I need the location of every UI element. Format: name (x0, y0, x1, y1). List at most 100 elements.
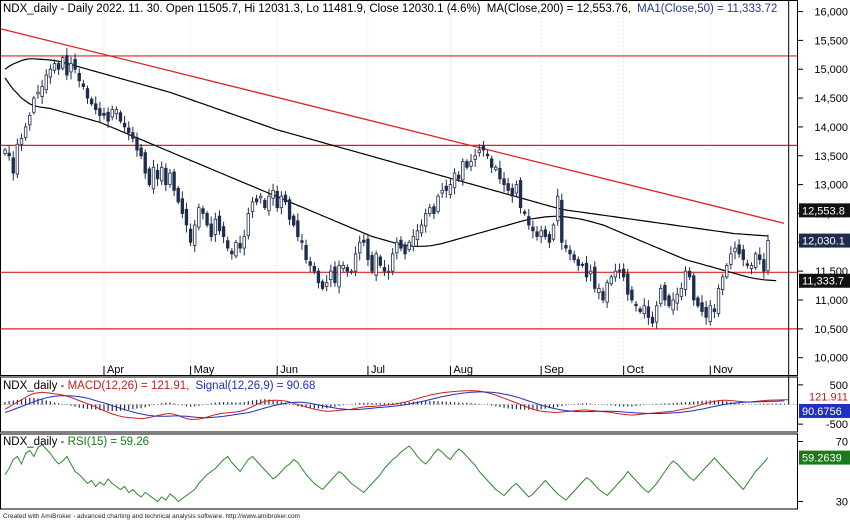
candle-up (213, 218, 218, 235)
candle-down (506, 183, 510, 191)
candle-up (473, 155, 477, 160)
candle-down (403, 244, 407, 255)
price-tick-label: 14,000 (814, 122, 848, 134)
candle-up (679, 288, 684, 297)
candle-down (287, 199, 292, 220)
month-label: Aug (453, 364, 473, 376)
candle-down (221, 226, 226, 237)
candle-up (407, 241, 411, 251)
candle-up (44, 74, 48, 91)
candle-up (110, 109, 114, 118)
candle-up (325, 282, 329, 287)
candle-down (65, 55, 69, 76)
candle-up (32, 97, 36, 113)
rsi-line (4, 443, 769, 503)
candle-up (448, 184, 453, 195)
candle-down (378, 256, 382, 266)
price-tick-label: 10,500 (814, 324, 848, 336)
candle-down (663, 284, 667, 301)
candle-down (518, 180, 523, 209)
price-tick-label: 13,000 (814, 180, 848, 192)
candle-down (543, 229, 547, 237)
candle-down (209, 223, 213, 237)
candle-down (481, 145, 486, 151)
rsi-label: RSI(15) = 59.26 (68, 436, 150, 448)
candle-up (749, 264, 754, 269)
candle-up (114, 109, 119, 115)
rsi-indicator: 70 30 59.2639 (4, 434, 850, 509)
candle-up (424, 213, 428, 227)
candle-up (69, 63, 73, 73)
candle-up (494, 166, 498, 170)
candle-up (642, 305, 646, 315)
rsi-tick-label: 30 (836, 497, 848, 509)
candle-down (275, 191, 279, 209)
price-tick-label: 13,500 (814, 151, 848, 163)
candle-up (708, 305, 712, 322)
candle-up (259, 195, 263, 199)
candle-down (118, 112, 123, 122)
svg-text:NDX_daily - Daily 2022. 11. 30: NDX_daily - Daily 2022. 11. 30. Open 115… (3, 3, 777, 15)
month-axis: Apr May Jun Jul Aug Sep Oct Nov (103, 364, 733, 376)
svg-text:NDX_daily - MACD(12,26) =: NDX_daily - MACD(12,26) = 121.91, Signal… (3, 380, 315, 392)
candle-up (729, 253, 733, 265)
candle-down (692, 275, 696, 301)
candle-up (428, 207, 432, 214)
candle-down (77, 72, 81, 82)
candle-down (601, 291, 605, 301)
candle-down (584, 262, 589, 278)
candle-up (716, 288, 721, 315)
candle-down (85, 88, 90, 99)
candle-down (646, 306, 651, 318)
candle-up (452, 172, 457, 189)
candles (3, 48, 770, 329)
candle-up (419, 224, 424, 234)
price-tick-label: 16,000 (814, 7, 848, 19)
candle-down (98, 108, 102, 116)
candle-up (267, 195, 271, 212)
candle-down (510, 187, 514, 197)
candle-up (411, 236, 415, 247)
rsi-tick-label: 70 (836, 437, 848, 449)
candle-down (580, 263, 585, 266)
price-tick-label: 11,000 (815, 295, 848, 307)
candle-down (205, 213, 209, 226)
candle-down (139, 147, 143, 157)
candle-down (180, 198, 185, 214)
candle-down (696, 297, 700, 307)
month-label: Nov (713, 364, 733, 376)
candle-down (617, 269, 622, 272)
candle-down (737, 244, 741, 255)
value-label-close-bg (799, 233, 850, 248)
candle-down (308, 261, 312, 266)
candle-down (238, 242, 242, 249)
candle-up (197, 207, 201, 228)
candle-down (304, 245, 308, 261)
candle-up (551, 224, 556, 240)
candle-up (353, 253, 358, 272)
macd-value-bg (799, 389, 850, 403)
candle-up (436, 195, 440, 212)
ma200-line (4, 58, 769, 237)
candle-up (671, 299, 675, 311)
price-tick-label: 15,500 (814, 35, 848, 47)
candle-up (555, 195, 560, 222)
candle-up (23, 126, 28, 138)
candle-down (564, 245, 568, 249)
trendline (0, 28, 785, 224)
candle-up (440, 189, 444, 194)
candle-down (568, 249, 572, 255)
candle-down (188, 228, 193, 243)
candle-down (489, 158, 494, 168)
candle-down (320, 281, 325, 289)
value-labels: 12,553.8 12,030.1 11,333.7 (799, 203, 850, 288)
candle-down (531, 226, 535, 232)
candle-down (131, 132, 135, 139)
support-resistance-lines (0, 28, 797, 330)
footer-credit: Created with AmiBroker - advanced charti… (3, 513, 300, 520)
candle-up (597, 288, 601, 294)
signal-value-bg (799, 403, 850, 418)
candle-up (337, 264, 341, 288)
candle-down (172, 171, 176, 191)
candle-up (386, 270, 391, 273)
